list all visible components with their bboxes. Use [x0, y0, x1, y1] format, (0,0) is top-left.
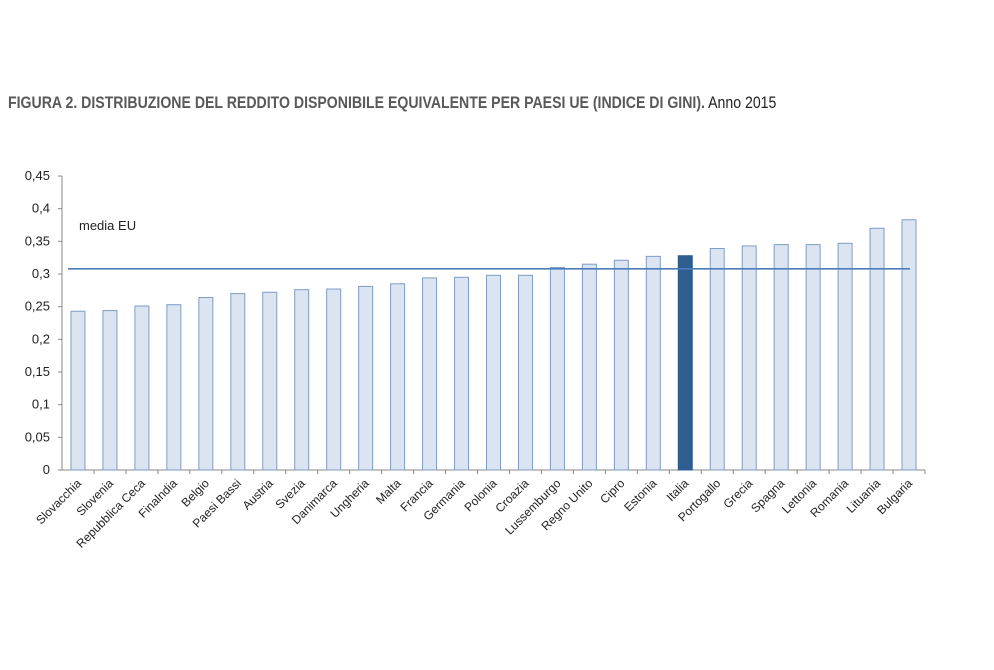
y-tick-label: 0,1: [32, 397, 50, 412]
y-tick-label: 0: [43, 462, 50, 477]
bar-paesi-bassi: [230, 293, 246, 471]
bar-italia: [677, 255, 693, 471]
bar-bulgaria: [901, 219, 917, 471]
bar-cipro: [613, 259, 629, 471]
x-tick-label: Bulgaria: [874, 476, 915, 517]
y-tick-label: 0,4: [32, 201, 50, 216]
y-tick-label: 0,15: [25, 364, 50, 379]
x-tick-label: Austria: [240, 476, 277, 513]
bar-belgio: [198, 297, 214, 471]
bar-austria: [262, 291, 278, 471]
bar-romania: [837, 242, 853, 471]
bar-germania: [454, 276, 470, 471]
y-tick-label: 0,25: [25, 299, 50, 314]
x-tick-label: Italia: [664, 476, 692, 504]
bar-lussemburgo: [549, 266, 565, 471]
bar-lettonia: [805, 244, 821, 471]
bar-finalndia: [166, 304, 182, 471]
y-tick-label: 0,2: [32, 331, 50, 346]
y-tick-label: 0,05: [25, 429, 50, 444]
bar-slovenia: [102, 310, 118, 471]
bar-francia: [422, 277, 438, 471]
x-tick-label: Slovacchia: [33, 476, 84, 527]
bar-slovacchia: [70, 310, 86, 471]
bar-portogallo: [709, 248, 725, 471]
bar-estonia: [645, 255, 661, 471]
y-tick-label: 0,45: [25, 168, 50, 183]
title-bold: FIGURA 2. DISTRIBUZIONE DEL REDDITO DISP…: [8, 93, 705, 112]
bar-ungheria: [358, 285, 374, 471]
bar-polonia: [486, 274, 501, 471]
title-year: Anno 2015: [708, 93, 777, 112]
bar-grecia: [741, 245, 757, 471]
chart-title: FIGURA 2. DISTRIBUZIONE DEL REDDITO DISP…: [8, 92, 938, 114]
reference-line-label: media EU: [79, 218, 136, 233]
bar-croazia: [517, 274, 533, 471]
y-tick-label: 0,3: [32, 266, 50, 281]
bar-lituania: [869, 227, 885, 471]
x-tick-label: Polonia: [461, 476, 499, 514]
bar-spagna: [773, 244, 789, 471]
x-tick-label: Estonia: [621, 476, 659, 514]
bar-danimarca: [326, 288, 342, 471]
bar-svezia: [294, 289, 310, 471]
bar-repubblica-ceca: [134, 305, 150, 471]
bar-malta: [390, 283, 406, 471]
y-tick-label: 0,35: [25, 233, 50, 248]
bar-regno-unito: [581, 263, 597, 471]
